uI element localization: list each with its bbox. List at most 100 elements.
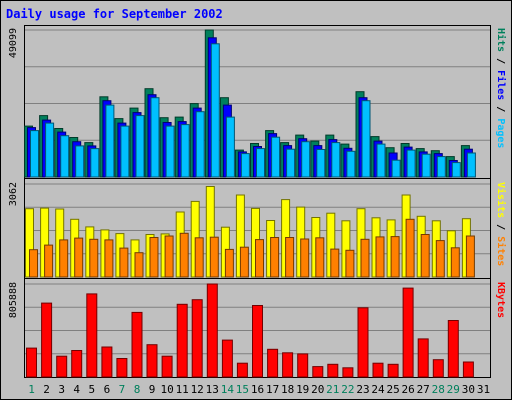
bar-pages-day-17 <box>271 136 281 178</box>
series-label-part: Sites <box>495 236 507 266</box>
bar-sites-day-24 <box>375 236 385 278</box>
bar-pages-day-7 <box>120 125 130 178</box>
x-tick-label: 7 <box>119 383 126 396</box>
bar-kbytes-day-25 <box>387 363 399 378</box>
bar-kbytes-day-13 <box>206 283 218 378</box>
x-tick-label: 14 <box>221 383 235 396</box>
x-tick-label: 1 <box>28 383 35 396</box>
series-label-part: Pages <box>495 118 506 148</box>
bar-sites-day-30 <box>465 235 475 278</box>
bar-sites-day-5 <box>89 238 99 278</box>
bar-sites-day-21 <box>330 248 340 278</box>
bar-sites-day-25 <box>390 236 400 278</box>
bar-pages-day-3 <box>60 135 70 178</box>
bar-pages-day-18 <box>286 148 296 178</box>
x-tick-label: 30 <box>462 383 475 396</box>
bar-pages-day-25 <box>391 159 401 178</box>
bar-pages-day-29 <box>451 162 461 178</box>
bar-sites-day-12 <box>194 237 204 278</box>
bar-kbytes-day-12 <box>191 299 203 378</box>
panel-max-label: 49099 <box>8 28 19 58</box>
bar-kbytes-day-23 <box>357 307 369 378</box>
x-tick-label: 4 <box>73 383 80 396</box>
bar-kbytes-day-27 <box>417 338 429 378</box>
x-tick-label: 20 <box>311 383 324 396</box>
series-label-part: KBytes <box>495 282 506 318</box>
series-label-part: / <box>495 100 506 118</box>
bar-pages-day-10 <box>165 125 175 178</box>
bar-pages-day-16 <box>256 148 265 178</box>
x-tick-label: 23 <box>356 383 369 396</box>
bar-kbytes-day-21 <box>327 363 339 378</box>
bar-sites-day-27 <box>420 234 430 278</box>
bar-sites-day-28 <box>435 240 445 278</box>
x-tick-label: 17 <box>266 383 279 396</box>
bar-kbytes-day-14 <box>221 339 233 378</box>
bar-sites-day-22 <box>345 249 355 278</box>
bar-pages-day-26 <box>406 149 416 178</box>
x-tick-label: 29 <box>447 383 460 396</box>
bar-sites-day-10 <box>164 235 174 278</box>
bar-sites-day-26 <box>405 218 415 278</box>
bar-kbytes-day-9 <box>146 344 158 378</box>
bar-pages-day-1 <box>30 130 39 178</box>
bar-pages-day-11 <box>180 124 190 178</box>
bar-sites-day-8 <box>134 252 144 278</box>
x-tick-label: 6 <box>104 383 111 396</box>
x-tick-label: 13 <box>206 383 219 396</box>
bar-kbytes-day-28 <box>432 359 444 378</box>
x-tick-label: 31 <box>477 383 490 396</box>
bar-kbytes-day-1 <box>26 347 37 378</box>
bar-kbytes-day-17 <box>267 348 279 378</box>
bar-pages-day-5 <box>90 148 100 178</box>
x-tick-label: 9 <box>149 383 156 396</box>
panel-max-label: 805888 <box>8 282 19 318</box>
x-tick-label: 12 <box>191 383 204 396</box>
bar-sites-day-23 <box>360 238 370 278</box>
bar-kbytes-day-11 <box>176 303 188 378</box>
bar-kbytes-day-15 <box>236 362 248 378</box>
bar-sites-day-6 <box>104 239 114 278</box>
x-tick-label: 28 <box>432 383 445 396</box>
series-label-part: Hits <box>495 28 507 52</box>
bar-pages-day-21 <box>331 142 341 178</box>
bar-pages-day-13 <box>210 43 220 178</box>
bar-kbytes-day-6 <box>101 346 113 378</box>
x-tick-label: 5 <box>88 383 95 396</box>
bar-sites-day-11 <box>179 232 189 278</box>
series-label-part: / <box>495 218 506 236</box>
bar-kbytes-day-10 <box>161 355 173 378</box>
bar-pages-day-6 <box>105 104 115 178</box>
x-tick-label: 3 <box>58 383 65 396</box>
bar-sites-day-1 <box>29 249 38 278</box>
series-label-part: Files <box>495 70 507 100</box>
bar-pages-day-15 <box>240 153 250 178</box>
series-label-part: / <box>495 52 506 70</box>
bar-pages-day-28 <box>436 156 446 178</box>
x-tick-label: 15 <box>236 383 249 396</box>
chart-title: Daily usage for September 2002 <box>6 7 223 21</box>
x-tick-label: 11 <box>176 383 189 396</box>
bar-pages-day-20 <box>316 149 326 178</box>
bar-kbytes-day-30 <box>462 361 474 378</box>
bar-kbytes-day-7 <box>116 358 128 378</box>
bar-kbytes-day-26 <box>402 287 414 378</box>
x-tick-label: 25 <box>386 383 399 396</box>
x-tick-label: 8 <box>134 383 141 396</box>
bar-sites-day-16 <box>255 239 264 278</box>
bar-pages-day-2 <box>45 122 55 178</box>
bar-sites-day-17 <box>270 237 280 278</box>
bar-sites-day-3 <box>59 239 69 278</box>
bar-kbytes-day-16 <box>252 305 263 378</box>
bar-kbytes-day-4 <box>71 350 83 378</box>
bar-kbytes-day-19 <box>297 353 309 378</box>
bar-pages-day-24 <box>376 143 386 178</box>
x-tick-label: 16 <box>251 383 264 396</box>
bar-kbytes-day-18 <box>282 352 294 378</box>
bar-pages-day-30 <box>466 152 476 178</box>
bar-kbytes-day-8 <box>131 311 143 378</box>
bar-kbytes-day-22 <box>342 367 354 378</box>
bar-pages-day-19 <box>301 141 311 178</box>
bar-sites-day-2 <box>44 244 54 278</box>
x-tick-label: 26 <box>401 383 414 396</box>
